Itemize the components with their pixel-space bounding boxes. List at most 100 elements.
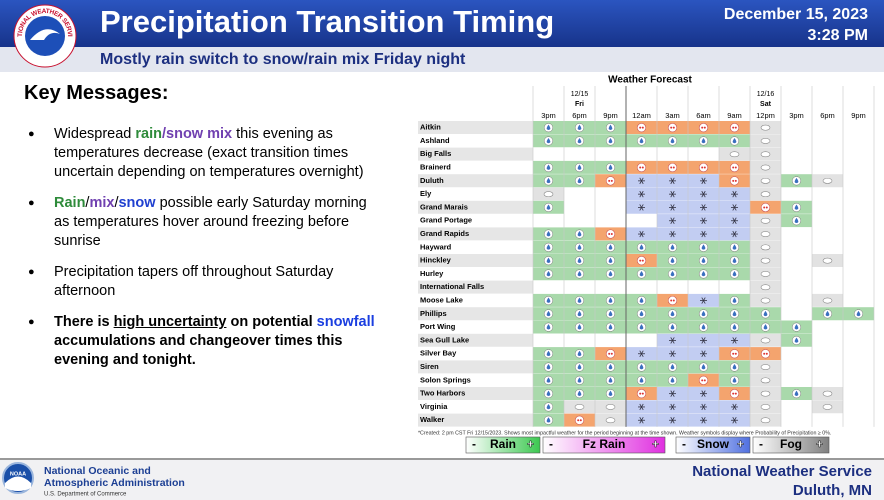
fog-cloud	[760, 124, 771, 131]
fog-cloud	[760, 297, 771, 304]
weather-icon	[574, 296, 585, 306]
raindrop	[608, 164, 613, 170]
fog-cloud	[760, 191, 771, 198]
raindrop	[546, 417, 551, 423]
raindrop	[546, 270, 551, 277]
forecast-cell	[843, 387, 874, 401]
weather-icon	[669, 417, 676, 424]
legend-box	[752, 436, 830, 454]
weather-icon	[731, 217, 738, 224]
fz-dot	[734, 126, 737, 129]
row-label: Grand Rapids	[420, 229, 469, 238]
raindrop	[732, 244, 737, 250]
key-messages: Key Messages: ● Widespread rain/snow mix …	[24, 82, 384, 382]
row-label-bg	[418, 347, 533, 361]
fog-cloud	[760, 271, 771, 277]
weather-icon	[760, 404, 771, 410]
snowflake-arm	[701, 190, 706, 198]
fz-dot	[641, 259, 644, 262]
fz-dot	[701, 166, 704, 169]
snowflake-arm	[639, 417, 644, 424]
row-label: Duluth	[420, 176, 444, 185]
row-label-bg	[418, 360, 533, 374]
legend-box	[675, 436, 751, 454]
message: ● Widespread rain/snow mix this evening a…	[24, 125, 384, 182]
noaa-logo-bird	[5, 476, 31, 491]
weather-icon	[760, 231, 771, 237]
row-label-bg	[418, 240, 533, 254]
forecast-cell	[533, 333, 564, 348]
message-text: snowfall	[316, 314, 375, 330]
weather-icon	[638, 350, 645, 357]
weather-icon	[760, 244, 771, 251]
snowflake-arm	[670, 417, 675, 424]
forecast-cell	[781, 160, 812, 175]
weather-icon	[574, 404, 585, 410]
raindrop	[546, 377, 551, 383]
fz-dot	[703, 166, 706, 169]
weather-icon	[667, 136, 678, 146]
weather-icon	[605, 404, 616, 410]
forecast-cell	[564, 187, 595, 201]
forecast-cell	[843, 254, 874, 268]
legend-label: Fog	[780, 437, 802, 451]
weather-icon	[729, 123, 740, 133]
weather-icon	[669, 177, 676, 185]
weather-icon	[669, 350, 676, 357]
message-text: /	[85, 195, 90, 211]
weather-icon	[700, 204, 707, 211]
weather-icon	[729, 349, 740, 359]
weather-icon	[760, 124, 771, 131]
legend-high: +	[816, 437, 823, 451]
snowflake-arm	[701, 204, 706, 211]
icon-bg	[698, 162, 709, 173]
weather-icon	[636, 389, 647, 399]
row-label: Hinckley	[420, 256, 452, 265]
forecast-cell	[843, 333, 874, 348]
weather-icon	[760, 257, 771, 264]
fog-cloud	[822, 390, 833, 397]
snowflake-arm	[639, 190, 644, 198]
weather-icon	[731, 337, 738, 344]
snowflake-arm	[670, 390, 675, 397]
forecast-cell	[843, 320, 874, 334]
legend-label: Snow	[697, 437, 730, 451]
fz-dot	[732, 179, 735, 182]
weather-icon	[669, 217, 676, 224]
weather-icon	[731, 190, 738, 198]
row-label-bg	[418, 333, 533, 348]
snowflake-arm	[701, 390, 706, 397]
raindrop	[794, 204, 799, 210]
icon-bg	[605, 176, 616, 186]
forecast-cell	[564, 214, 595, 228]
row-label-bg	[418, 387, 533, 401]
forecast-cell	[812, 347, 843, 361]
forecast-title: Weather Forecast	[608, 75, 692, 86]
forecast-cell	[781, 134, 812, 148]
weather-icon	[667, 309, 678, 319]
forecast-cell	[812, 214, 843, 228]
icon-bg	[729, 389, 740, 399]
raindrop	[670, 364, 675, 370]
weather-icon	[605, 136, 616, 146]
row-label: Grand Marais	[420, 202, 468, 211]
bullet: ●	[28, 316, 35, 328]
forecast-cell	[719, 280, 750, 294]
message-text: possible early Saturday morning as tempe…	[54, 195, 367, 249]
weather-icon	[729, 322, 740, 332]
raindrop	[608, 377, 613, 383]
fz-dot	[670, 166, 673, 169]
forecast-cell	[626, 147, 657, 161]
forecast-cell	[781, 121, 812, 135]
fz-dot	[672, 299, 675, 302]
raindrop	[732, 324, 737, 330]
icon-bg	[729, 123, 740, 133]
forecast-cell	[843, 134, 874, 148]
fz-dot	[639, 392, 642, 395]
subtitle-bar	[0, 47, 884, 72]
raindrop	[577, 257, 582, 263]
icon-bg	[729, 162, 740, 173]
weather-icon	[760, 297, 771, 304]
